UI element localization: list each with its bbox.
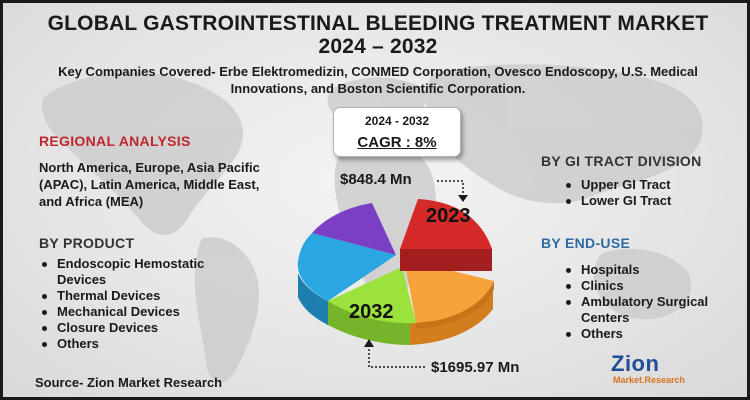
by-end-use-heading: BY END-USE: [541, 235, 631, 251]
value-2032: $1695.97 Mn: [431, 359, 520, 376]
regional-analysis-text: North America, Europe, Asia Pacific (APA…: [39, 159, 260, 210]
regional-analysis-heading: REGIONAL ANALYSIS: [39, 133, 191, 149]
list-item-continuation: Centers: [581, 310, 630, 325]
pie-slice-red-side: [400, 249, 492, 271]
key-companies: Key Companies Covered- Erbe Elektromediz…: [23, 63, 733, 97]
list-item: Endoscopic Hemostatic: [39, 256, 204, 272]
list-item: Ambulatory Surgical: [563, 294, 708, 310]
list-item: Clinics: [563, 278, 708, 294]
by-end-use-list: Hospitals Clinics Ambulatory Surgical Ce…: [563, 262, 708, 342]
by-gi-tract-heading: BY GI TRACT DIVISION: [541, 153, 702, 169]
key-companies-line-2: Innovations, and Boston Scientific Corpo…: [230, 81, 526, 96]
regional-line-3: and Africa (MEA): [39, 194, 144, 209]
regional-line-2: (APAC), Latin America, Middle East,: [39, 177, 260, 192]
pie-graphic: [297, 199, 494, 345]
by-product-list: Endoscopic Hemostatic Devices Thermal De…: [39, 256, 204, 352]
page-title: GLOBAL GASTROINTESTINAL BLEEDING TREATME…: [47, 12, 709, 35]
key-companies-line-1: Key Companies Covered- Erbe Elektromediz…: [58, 64, 698, 79]
arrow-2023-icon: [437, 180, 468, 202]
arrow-2032-icon: [364, 339, 425, 368]
list-item: Thermal Devices: [39, 288, 204, 304]
logo-main-text: Zion: [611, 351, 660, 376]
list-item: Lower GI Tract: [563, 193, 671, 209]
list-item: Others: [39, 336, 204, 352]
pie-slice-orange: [404, 259, 494, 323]
pie-slice-purple: [312, 203, 396, 255]
pie-label-2023: 2023: [426, 205, 471, 227]
list-item: Upper GI Tract: [563, 177, 671, 193]
list-item: Others: [563, 326, 708, 342]
page-title-years: 2024 – 2032: [318, 35, 438, 58]
pie-slice-orange-edge: [416, 281, 494, 329]
regional-line-1: North America, Europe, Asia Pacific: [39, 160, 260, 175]
pie-slice-blue-side: [298, 273, 328, 325]
source-note: Source- Zion Market Research: [35, 375, 223, 390]
pie-slice-green: [328, 267, 416, 324]
pie-slice-green-side: [328, 301, 410, 345]
pie-slice-red: [400, 199, 492, 249]
list-item: Closure Devices: [39, 320, 204, 336]
cagr-box: 2024 - 2032 CAGR : 8%: [333, 107, 461, 157]
by-product-heading: BY PRODUCT: [39, 235, 135, 251]
pie-label-2032: 2032: [349, 301, 394, 323]
list-item-continuation: Devices: [57, 272, 107, 287]
list-item: Mechanical Devices: [39, 304, 204, 320]
zion-logo: Zion Market.Research: [609, 351, 689, 391]
cagr-value: CAGR : 8%: [357, 134, 437, 151]
pie-slice-blue: [297, 233, 396, 301]
by-gi-tract-list: Upper GI Tract Lower GI Tract: [563, 177, 671, 209]
list-item: Hospitals: [563, 262, 708, 278]
logo-sub-text: Market.Research: [613, 375, 686, 385]
cagr-years: 2024 - 2032: [364, 114, 430, 128]
value-2023: $848.4 Mn: [340, 171, 412, 188]
